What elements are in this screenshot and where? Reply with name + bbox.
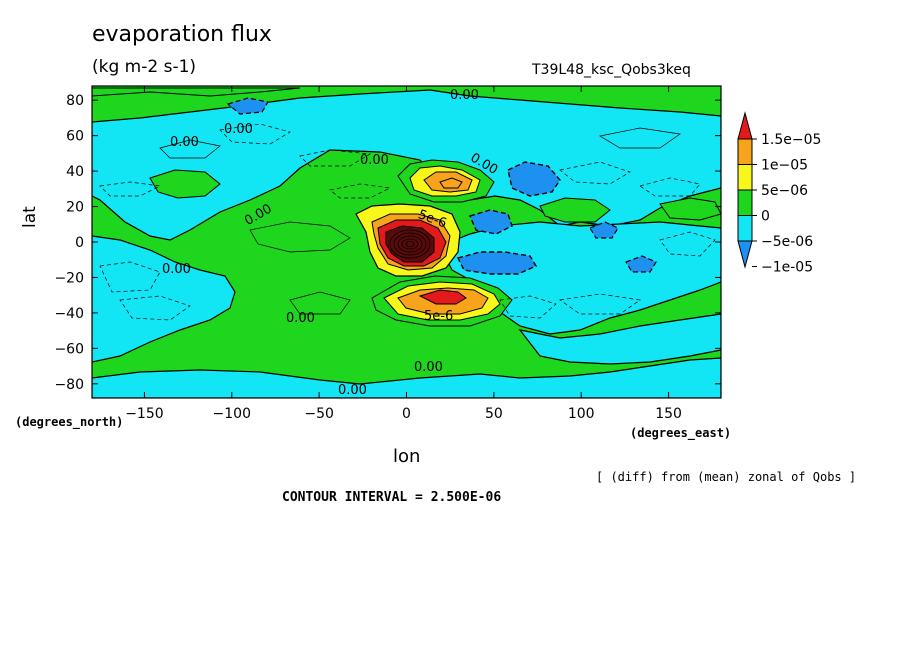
colorbar-swatch bbox=[737, 138, 753, 165]
green-island-nw bbox=[149, 169, 221, 199]
diff-note: [ (diff) from (mean) zonal of Qobs ] bbox=[596, 470, 857, 484]
contour-interval: CONTOUR INTERVAL = 2.500E-06 bbox=[282, 490, 502, 505]
y-axis-units: (degrees_north) bbox=[15, 415, 124, 429]
colorbar-label: 1e−05 bbox=[761, 158, 808, 174]
chart-title: evaporation flux bbox=[92, 22, 272, 47]
colorbar-arrow-top bbox=[737, 111, 753, 140]
x-tick-label: 150 bbox=[655, 406, 682, 422]
blue-cell-e bbox=[469, 209, 513, 235]
x-tick-label: 100 bbox=[568, 406, 595, 422]
colorbar-label: 1.5e−05 bbox=[761, 132, 821, 148]
y-tick-label: 80 bbox=[66, 93, 84, 109]
cyan-region-south-mid bbox=[518, 313, 721, 365]
blue-cell-ne bbox=[507, 161, 561, 197]
north-cell-core bbox=[439, 177, 463, 189]
center-cell-core bbox=[385, 225, 435, 263]
colorbar-label: 0 bbox=[761, 209, 770, 225]
blue-cell-far-e bbox=[589, 221, 619, 239]
contour-label: 0.00 bbox=[450, 88, 479, 103]
colorbar-label: −1e-05 bbox=[761, 260, 813, 276]
blue-cell-nw bbox=[226, 97, 269, 115]
x-tick-label: −150 bbox=[125, 406, 163, 422]
x-tick-label: −50 bbox=[304, 406, 334, 422]
green-island-far-ne bbox=[659, 197, 721, 221]
green-island-ne bbox=[539, 197, 611, 223]
south-cell-red bbox=[418, 289, 467, 305]
cyan-region-equator bbox=[92, 235, 236, 363]
colorbar-swatch bbox=[737, 164, 753, 191]
center-cell-contour-stack bbox=[389, 229, 431, 259]
colorbar-label: 5e−06 bbox=[761, 183, 808, 199]
colorbar: 1.5e−05 1e−05 5e−06 0 −5e-06 −1e-05 bbox=[737, 111, 821, 276]
x-axis: −150 −100 −50 0 50 100 150 bbox=[125, 86, 682, 422]
y-tick-label: −80 bbox=[54, 377, 84, 393]
y-tick-label: −20 bbox=[54, 270, 84, 286]
y-tick-label: 20 bbox=[66, 200, 84, 216]
blue-cell-far-se bbox=[625, 255, 657, 273]
contour-field: 0.00 0.00 0.00 0.00 0.00 0.00 0.00 0.00 … bbox=[92, 86, 721, 398]
contour-label: 0.00 bbox=[170, 135, 199, 150]
cyan-region-south bbox=[92, 357, 721, 398]
colorbar-label: −5e-06 bbox=[761, 234, 813, 250]
contour-label: 0.00 bbox=[286, 311, 315, 326]
contour-label: 0.00 bbox=[414, 360, 443, 375]
y-tick-label: 0 bbox=[75, 235, 84, 251]
blue-cell-se bbox=[456, 251, 538, 275]
contour-label: 0.00 bbox=[360, 153, 389, 168]
dashed-contours bbox=[99, 123, 716, 321]
x-axis-label: lon bbox=[393, 446, 421, 467]
x-tick-label: 50 bbox=[485, 406, 503, 422]
x-tick-label: −100 bbox=[213, 406, 251, 422]
colorbar-swatch bbox=[737, 215, 753, 242]
contour-label: 0.00 bbox=[162, 262, 191, 277]
colorbar-swatch bbox=[737, 189, 753, 216]
contour-label: 5e-6 bbox=[424, 309, 453, 324]
x-tick-label: 0 bbox=[402, 406, 411, 422]
colorbar-arrow-bottom bbox=[737, 240, 753, 269]
x-axis-units: (degrees_east) bbox=[630, 426, 732, 440]
y-tick-label: 60 bbox=[66, 129, 84, 145]
y-tick-label: −40 bbox=[54, 306, 84, 322]
run-name: T39L48_ksc_Qobs3keq bbox=[532, 62, 691, 78]
y-tick-label: −60 bbox=[54, 341, 84, 357]
contour-label: 0.00 bbox=[224, 122, 253, 137]
y-axis: 80 60 40 20 0 −20 −40 −60 −80 bbox=[54, 93, 721, 393]
chart-units: (kg m-2 s-1) bbox=[92, 57, 197, 77]
y-tick-label: 40 bbox=[66, 164, 84, 180]
solid-contours bbox=[159, 127, 681, 315]
contour-label: 0.00 bbox=[338, 383, 367, 398]
